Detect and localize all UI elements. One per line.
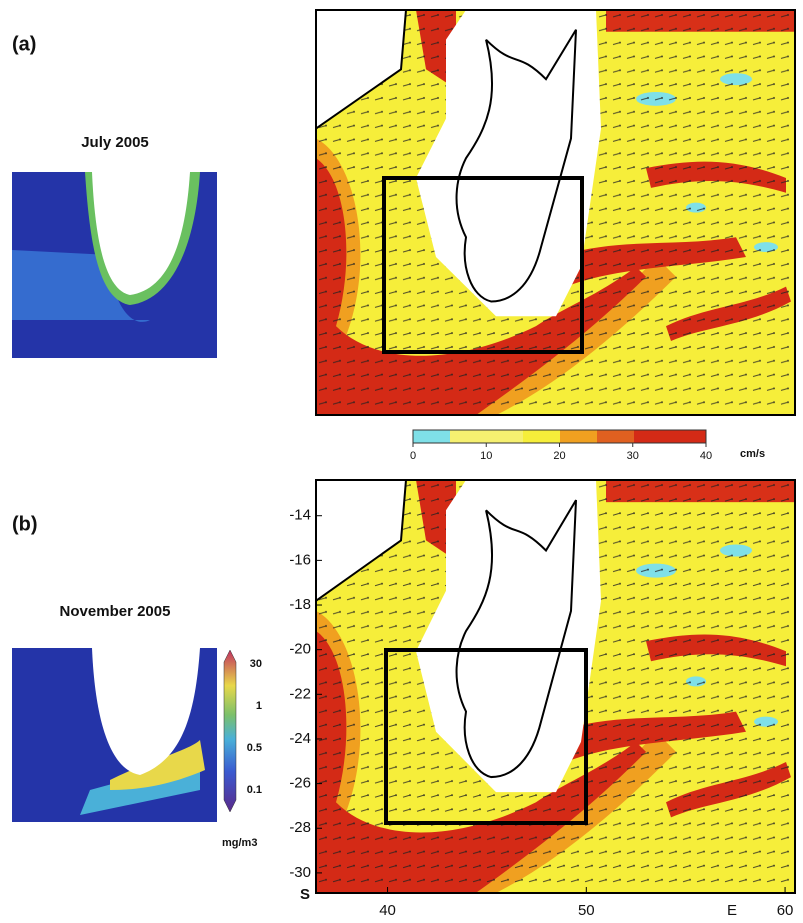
- panel-label: (b): [12, 513, 38, 535]
- y-hemisphere: S: [300, 886, 310, 903]
- current-map: [314, 478, 797, 894]
- x-tick-label: 40: [379, 902, 396, 919]
- y-tick-label: -20: [289, 641, 311, 658]
- chlorophyll-map: [12, 172, 217, 358]
- current-map: [315, 9, 796, 417]
- y-tick-label: -30: [289, 864, 311, 881]
- colorbar-tick-label: 20: [553, 450, 565, 462]
- panel-title: July 2005: [81, 134, 149, 151]
- current-colorbar: [412, 429, 707, 444]
- chlorophyll-map: [12, 648, 217, 822]
- colorbar-label: 1: [256, 700, 262, 712]
- y-tick-label: -26: [289, 775, 311, 792]
- colorbar-label: 30: [250, 658, 262, 670]
- colorbar-tick-label: 0: [410, 450, 416, 462]
- chlorophyll-colorbar: [223, 649, 237, 813]
- current-unit: cm/s: [740, 448, 765, 460]
- panel-label: (a): [12, 33, 36, 55]
- y-tick-label: -18: [289, 596, 311, 613]
- colorbar-tick-label: 30: [627, 450, 639, 462]
- colorbar-tick-label: 10: [480, 450, 492, 462]
- y-tick-label: -16: [289, 551, 311, 568]
- chlorophyll-unit: mg/m3: [222, 837, 257, 849]
- x-hemisphere: E: [727, 902, 737, 919]
- colorbar-label: 0.1: [247, 784, 262, 796]
- x-tick-label: 60: [777, 902, 794, 919]
- y-tick-label: -14: [289, 507, 311, 524]
- y-tick-label: -24: [289, 730, 311, 747]
- y-tick-label: -28: [289, 819, 311, 836]
- colorbar-tick-label: 40: [700, 450, 712, 462]
- x-tick-label: 50: [578, 902, 595, 919]
- colorbar-label: 0.5: [247, 742, 262, 754]
- y-tick-label: -22: [289, 685, 311, 702]
- panel-title: November 2005: [60, 603, 171, 620]
